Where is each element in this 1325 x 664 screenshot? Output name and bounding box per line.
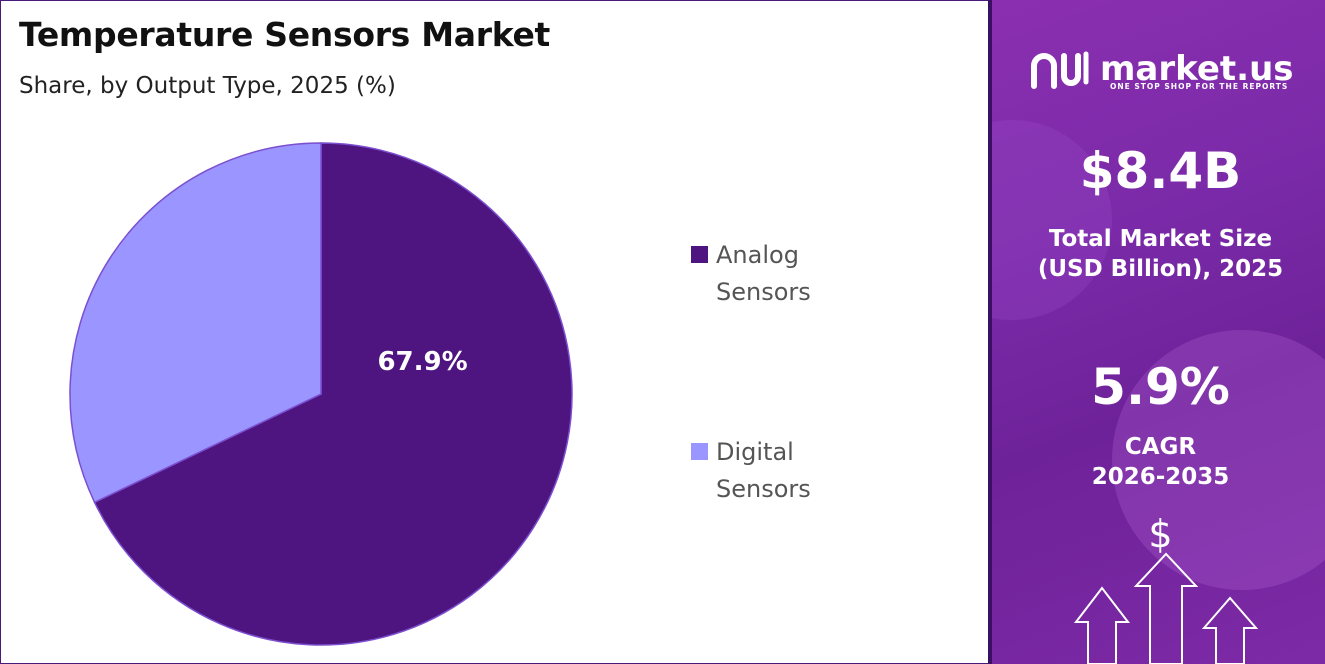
- cagr-value: 5.9%: [1091, 358, 1230, 416]
- brand-logo: market.us: [1028, 44, 1294, 94]
- page-title: Temperature Sensors Market: [19, 15, 551, 54]
- page-subtitle: Share, by Output Type, 2025 (%): [19, 73, 396, 99]
- stats-panel: market.us ONE STOP SHOP FOR THE REPORTS …: [988, 0, 1325, 664]
- legend-label-analog: Analog Sensors: [716, 241, 811, 306]
- legend-label-digital: Digital Sensors: [716, 438, 811, 503]
- pie-slice-digital-sensors: [69, 142, 322, 504]
- market-us-logo-icon: [1031, 51, 1089, 89]
- chart-panel: Temperature Sensors Market Share, by Out…: [1, 1, 989, 663]
- market-size-value: $8.4B: [1079, 142, 1242, 200]
- brand-tagline: ONE STOP SHOP FOR THE REPORTS: [1110, 82, 1289, 91]
- dollar-icon: $: [1148, 512, 1173, 556]
- background-glow: [1112, 330, 1325, 590]
- pie-chart: 67.9%: [69, 142, 573, 646]
- legend-item-digital: Digital Sensors: [691, 434, 951, 508]
- pie-data-label: 67.9%: [377, 347, 467, 377]
- legend-swatch-analog: [691, 246, 708, 263]
- market-size-label: Total Market Size (USD Billion), 2025: [1037, 226, 1284, 282]
- arrows-up-icon: [1073, 552, 1259, 664]
- brand-name: market.us: [1100, 49, 1294, 89]
- cagr-label: CAGR 2026-2035: [1091, 434, 1230, 490]
- pie-slice-analog-sensors: [93, 142, 573, 646]
- legend-item-analog: Analog Sensors: [691, 237, 951, 311]
- legend-swatch-digital: [691, 443, 708, 460]
